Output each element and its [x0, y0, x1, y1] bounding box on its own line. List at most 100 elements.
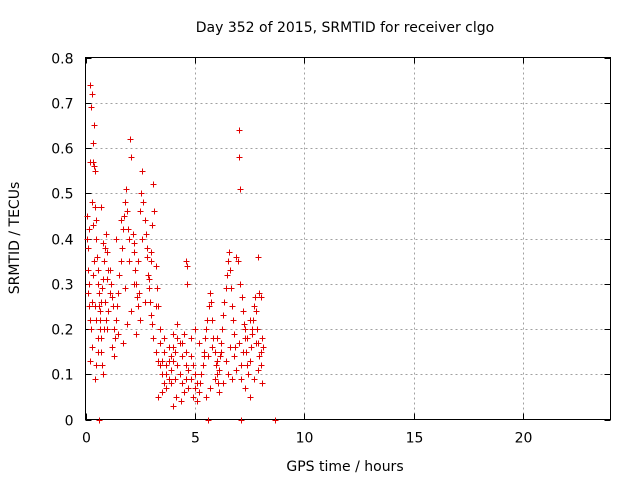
data-point: [85, 245, 92, 252]
data-point: [209, 344, 216, 351]
data-point: [93, 236, 100, 243]
data-point: [251, 303, 258, 310]
data-point: [128, 154, 135, 161]
data-point: [107, 290, 114, 297]
data-point: [136, 290, 143, 297]
data-point: [116, 272, 123, 279]
data-point: [118, 217, 125, 224]
x-tick-label: 15: [406, 431, 424, 447]
data-point: [181, 331, 188, 338]
data-point: [166, 344, 173, 351]
data-point: [95, 281, 102, 288]
data-point: [203, 394, 210, 401]
data-point: [185, 367, 192, 374]
data-point: [238, 362, 245, 369]
data-point: [100, 240, 107, 247]
data-point: [89, 344, 96, 351]
data-point: [168, 353, 175, 360]
data-point: [115, 290, 122, 297]
data-point: [132, 267, 139, 274]
data-point: [225, 371, 232, 378]
data-point: [213, 362, 220, 369]
x-tick-label: 10: [296, 431, 314, 447]
data-point: [133, 331, 140, 338]
data-point: [168, 367, 175, 374]
data-point: [253, 308, 260, 315]
data-point: [168, 380, 175, 387]
data-point: [202, 335, 209, 342]
data-point: [126, 236, 133, 243]
data-point: [144, 254, 151, 261]
data-point: [230, 317, 237, 324]
data-point: [258, 294, 265, 301]
data-point: [95, 267, 102, 274]
y-axis-label: SRMTID / TECUs: [7, 182, 23, 295]
data-point: [107, 267, 114, 274]
data-point: [241, 321, 248, 328]
data-point: [242, 385, 249, 392]
data-point: [221, 299, 228, 306]
data-point: [92, 376, 99, 383]
data-point: [86, 303, 93, 310]
data-point: [237, 281, 244, 288]
data-point: [163, 385, 170, 392]
data-point: [228, 285, 235, 292]
data-point: [208, 299, 215, 306]
data-point: [122, 199, 129, 206]
data-point: [173, 394, 180, 401]
y-tick-label: 0.1: [51, 368, 73, 384]
data-points: [84, 82, 279, 424]
data-point: [214, 371, 221, 378]
data-point: [111, 326, 118, 333]
data-point: [244, 362, 251, 369]
data-point: [227, 344, 234, 351]
data-point: [172, 349, 179, 356]
data-point: [159, 389, 166, 396]
grid-lines: [85, 57, 611, 420]
data-point: [260, 344, 267, 351]
data-point: [214, 335, 221, 342]
data-point: [109, 344, 116, 351]
data-point: [137, 208, 144, 215]
data-point: [137, 317, 144, 324]
data-point: [179, 353, 186, 360]
data-point: [255, 367, 262, 374]
y-tick-label: 0.5: [51, 187, 73, 203]
data-point: [201, 353, 208, 360]
data-point: [108, 281, 115, 288]
data-point: [231, 331, 238, 338]
data-point: [123, 186, 130, 193]
data-point: [126, 258, 133, 265]
data-point: [92, 303, 99, 310]
data-point: [150, 335, 157, 342]
data-point: [151, 208, 158, 215]
data-point: [101, 258, 108, 265]
data-point: [128, 308, 135, 315]
y-tick-label: 0.4: [51, 233, 73, 249]
data-point: [96, 417, 103, 424]
data-point: [104, 276, 111, 283]
data-point: [218, 340, 225, 347]
data-point: [115, 331, 122, 338]
data-point: [101, 326, 108, 333]
data-point: [247, 358, 254, 365]
data-point: [91, 163, 98, 170]
data-point: [124, 321, 131, 328]
data-point: [247, 394, 254, 401]
data-point: [105, 308, 112, 315]
data-point: [93, 317, 100, 324]
data-point: [113, 236, 120, 243]
data-point: [244, 335, 251, 342]
data-point: [212, 376, 219, 383]
data-point: [86, 226, 93, 233]
data-point: [153, 303, 160, 310]
data-point: [139, 168, 146, 175]
data-point: [166, 376, 173, 383]
data-point: [245, 371, 252, 378]
data-point: [161, 349, 168, 356]
data-point: [90, 272, 97, 279]
data-point: [252, 294, 259, 301]
data-point: [197, 380, 204, 387]
data-point: [226, 249, 233, 256]
data-point: [236, 127, 243, 134]
